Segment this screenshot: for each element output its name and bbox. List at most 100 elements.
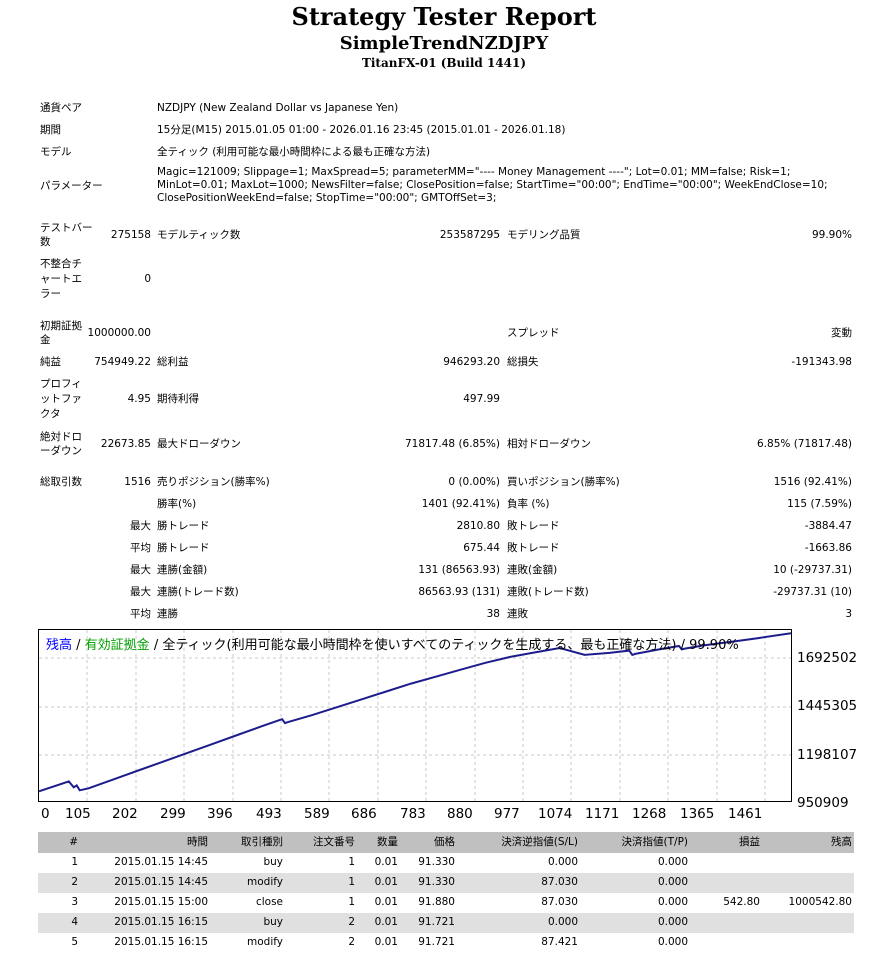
consec-loss-label: 連敗(トレード数) bbox=[507, 586, 589, 598]
col-price-header: 価格 bbox=[434, 836, 455, 848]
bars-value: 275158 bbox=[110, 229, 151, 241]
y-tick-label: 950909 bbox=[797, 795, 849, 811]
col-price-cell: 91.721 bbox=[418, 936, 455, 948]
table-row: 4 2015.01.15 16:15 buy 2 0.01 91.721 0.000 0.00… bbox=[38, 913, 854, 933]
col-index-header: # bbox=[69, 836, 78, 848]
abs-drawdown-label: 絶対ドローダウン bbox=[40, 431, 82, 457]
avg-consec-wins-label: 連勝 bbox=[157, 608, 178, 620]
avg-prefix-2: 平均 bbox=[130, 608, 151, 620]
largest-prefix: 最大 bbox=[130, 520, 151, 532]
net-profit-label: 純益 bbox=[40, 356, 61, 368]
col-sl-cell: 87.421 bbox=[541, 936, 578, 948]
consec-profit-value: 86563.93 (131) bbox=[418, 586, 500, 598]
col-price-cell: 91.880 bbox=[418, 896, 455, 908]
col-sl-cell: 87.030 bbox=[541, 896, 578, 908]
table-row: 1 2015.01.15 14:45 buy 1 0.01 91.330 0.000 0.00… bbox=[38, 853, 854, 873]
win-rate-label: 勝率(%) bbox=[157, 498, 197, 510]
avg-consec-losses-label: 連敗 bbox=[507, 608, 528, 620]
x-tick-label: 202 bbox=[112, 806, 138, 822]
col-order-cell: 2 bbox=[348, 936, 355, 948]
total-trades-value: 1516 bbox=[124, 476, 151, 488]
col-price-cell: 91.721 bbox=[418, 916, 455, 928]
col-tp-cell: 0.000 bbox=[657, 936, 688, 948]
quality-label: モデリング品質 bbox=[507, 229, 581, 241]
caption-description: / 全ティック(利用可能な最小時間枠を使いすべてのティックを生成する、最も正確な… bbox=[149, 638, 739, 653]
net-profit-value: 754949.22 bbox=[94, 356, 151, 368]
col-time-cell: 2015.01.15 15:00 bbox=[114, 896, 208, 908]
symbol-value: NZDJPY (New Zealand Dollar vs Japanese Y… bbox=[157, 102, 399, 114]
col-type-cell: buy bbox=[263, 916, 283, 928]
average-prefix: 平均 bbox=[130, 542, 151, 554]
col-order-header: 注文番号 bbox=[313, 836, 355, 848]
col-type-cell: modify bbox=[247, 936, 283, 948]
col-time-cell: 2015.01.15 16:15 bbox=[114, 936, 208, 948]
consec-wins-money-label: 連勝(金額) bbox=[157, 564, 208, 576]
rel-drawdown-label: 相対ドローダウン bbox=[507, 438, 591, 450]
largest-loss-value: -3884.47 bbox=[804, 520, 852, 532]
gross-profit-value: 946293.20 bbox=[443, 356, 500, 368]
balance-series-line bbox=[39, 632, 791, 793]
quality-value: 99.90% bbox=[811, 229, 852, 241]
model-value: 全ティック (利用可能な最小時間枠による最も正確な方法) bbox=[157, 146, 431, 158]
gross-loss-label: 総損失 bbox=[507, 356, 539, 368]
x-tick-label: 1171 bbox=[585, 806, 620, 822]
consec-wins-money-value: 131 (86563.93) bbox=[418, 564, 500, 576]
ticks-value: 253587295 bbox=[439, 229, 500, 241]
x-tick-label: 1268 bbox=[632, 806, 667, 822]
mismatch-label: 不整合チャートエラー bbox=[40, 258, 82, 300]
col-order-cell: 2 bbox=[348, 916, 355, 928]
x-tick-label: 299 bbox=[160, 806, 186, 822]
gross-loss-value: -191343.98 bbox=[791, 356, 852, 368]
col-profit-cell: 542.80 bbox=[723, 896, 760, 908]
rel-drawdown-value: 6.85% (71817.48) bbox=[757, 438, 852, 450]
gross-profit-label: 総利益 bbox=[157, 356, 189, 368]
long-positions-value: 1516 (92.41%) bbox=[773, 476, 852, 488]
col-sl-cell: 87.030 bbox=[541, 876, 578, 888]
col-size-header: 数量 bbox=[377, 836, 398, 848]
col-tp-cell: 0.000 bbox=[657, 896, 688, 908]
x-tick-label: 880 bbox=[447, 806, 473, 822]
params-value: Magic=121009; Slippage=1; MaxSpread=5; p… bbox=[157, 166, 828, 204]
col-time-cell: 2015.01.15 14:45 bbox=[114, 856, 208, 868]
x-tick-label: 493 bbox=[256, 806, 282, 822]
deposit-label: 初期証拠金 bbox=[40, 320, 82, 346]
max-prefix-1: 最大 bbox=[130, 564, 151, 576]
payoff-value: 497.99 bbox=[463, 393, 500, 405]
col-tp-cell: 0.000 bbox=[657, 876, 688, 888]
table-row: 3 2015.01.15 15:00 close 1 0.01 91.880 87.030 0… bbox=[38, 893, 854, 913]
col-type-cell: buy bbox=[263, 856, 283, 868]
col-size-cell: 0.01 bbox=[374, 896, 398, 908]
col-profit-header: 損益 bbox=[739, 836, 760, 848]
params-label: パラメーター bbox=[40, 180, 103, 192]
abs-drawdown-value: 22673.85 bbox=[100, 438, 151, 450]
consec-loss-value: -29737.31 (10) bbox=[773, 586, 852, 598]
caption-separator: / bbox=[72, 638, 85, 653]
col-type-header: 取引種別 bbox=[241, 836, 283, 848]
table-row: 2 2015.01.15 14:45 modify 1 0.01 91.330 87.030… bbox=[38, 873, 854, 893]
short-positions-value: 0 (0.00%) bbox=[448, 476, 500, 488]
col-order-cell: 1 bbox=[348, 896, 355, 908]
spread-value: 変動 bbox=[831, 327, 852, 339]
largest-win-label: 勝トレード bbox=[157, 520, 210, 532]
x-tick-label: 686 bbox=[351, 806, 377, 822]
long-positions-label: 買いポジション(勝率%) bbox=[507, 476, 620, 488]
profit-factor-label: プロフィットファクタ bbox=[40, 378, 82, 420]
x-tick-label: 1074 bbox=[538, 806, 573, 822]
col-size-cell: 0.01 bbox=[374, 876, 398, 888]
col-tp-cell: 0.000 bbox=[657, 856, 688, 868]
avg-loss-value: -1663.86 bbox=[804, 542, 852, 554]
max-drawdown-label: 最大ドローダウン bbox=[157, 438, 241, 450]
x-tick-label: 977 bbox=[494, 806, 520, 822]
balance-chart-svg bbox=[39, 630, 791, 801]
y-tick-label: 1198107 bbox=[797, 747, 858, 763]
col-type-cell: close bbox=[255, 896, 283, 908]
period-value: 15分足(M15) 2015.01.05 01:00 - 2026.01.16 … bbox=[157, 124, 566, 136]
col-index-cell: 2 bbox=[71, 876, 78, 888]
chart-caption: 残高 / 有効証拠金 / 全ティック(利用可能な最小時間枠を使いすべてのティック… bbox=[46, 634, 739, 653]
total-trades-label: 総取引数 bbox=[40, 476, 82, 488]
win-rate-value: 1401 (92.41%) bbox=[421, 498, 500, 510]
col-size-cell: 0.01 bbox=[374, 936, 398, 948]
col-price-cell: 91.330 bbox=[418, 876, 455, 888]
period-label: 期間 bbox=[40, 124, 61, 136]
col-index-cell: 4 bbox=[71, 916, 78, 928]
